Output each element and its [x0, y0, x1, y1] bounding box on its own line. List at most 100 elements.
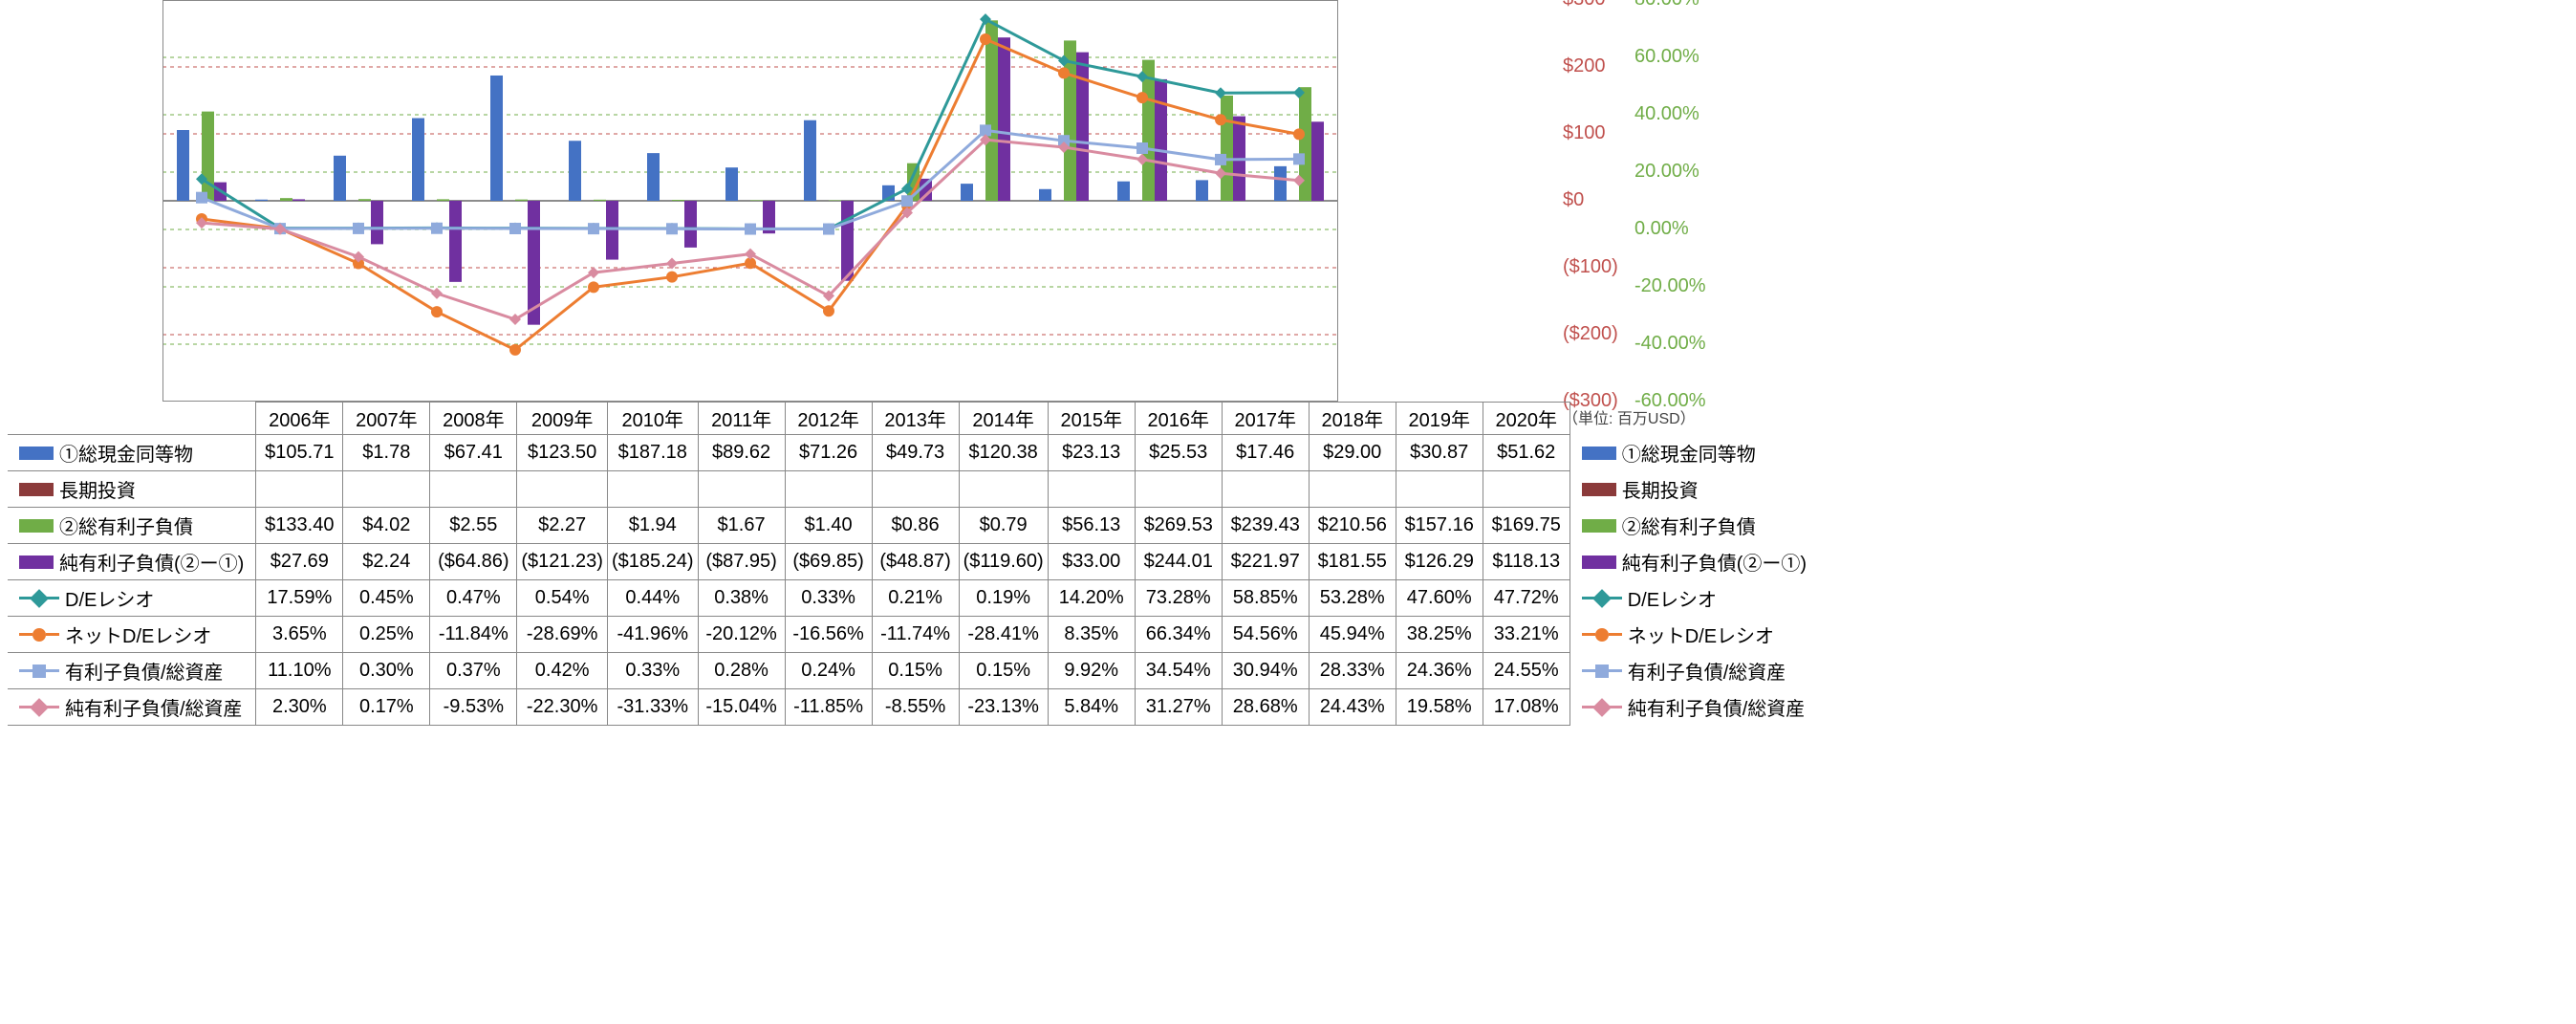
row-label-left: 有利子負債/総資産 [8, 653, 256, 689]
data-cell: 34.54% [1135, 653, 1222, 689]
secondary-axis-tick: 40.00% [1634, 103, 1699, 125]
data-cell: 0.38% [698, 580, 785, 617]
data-cell: 31.27% [1135, 689, 1222, 726]
data-cell [698, 471, 785, 508]
row-label-left: D/Eレシオ [8, 580, 256, 617]
table-row: ネットD/Eレシオ3.65%0.25%-11.84%-28.69%-41.96%… [8, 617, 1818, 653]
data-cell: 17.59% [256, 580, 343, 617]
data-cell: ($121.23) [517, 544, 608, 580]
data-cell: 0.33% [607, 653, 698, 689]
row-label-right: ②総有利子負債 [1569, 508, 1818, 544]
data-cell: 0.24% [785, 653, 872, 689]
row-label-right: 有利子負債/総資産 [1569, 653, 1818, 689]
year-header: 2014年 [959, 403, 1048, 435]
data-cell: -11.74% [872, 617, 959, 653]
row-label-right: 長期投資 [1569, 471, 1818, 508]
year-header: 2013年 [872, 403, 959, 435]
data-cell [256, 471, 343, 508]
year-header: 2015年 [1048, 403, 1135, 435]
table-row: D/Eレシオ17.59%0.45%0.47%0.54%0.44%0.38%0.3… [8, 580, 1818, 617]
secondary-axis-tick: 20.00% [1634, 161, 1699, 183]
data-cell: 0.47% [430, 580, 517, 617]
data-cell: $2.24 [343, 544, 430, 580]
data-cell [959, 471, 1048, 508]
data-cell: $56.13 [1048, 508, 1135, 544]
data-cell: -16.56% [785, 617, 872, 653]
row-label-left: 純有利子負債(②ー①) [8, 544, 256, 580]
year-header: 2007年 [343, 403, 430, 435]
data-cell: 0.15% [872, 653, 959, 689]
data-cell: $89.62 [698, 435, 785, 471]
data-cell: $1.94 [607, 508, 698, 544]
chart-wrapper: $300$200$100$0($100)($200)($300) 80.00%6… [0, 0, 2576, 1024]
data-cell [1309, 471, 1396, 508]
data-cell: 0.42% [517, 653, 608, 689]
data-cell: $105.71 [256, 435, 343, 471]
data-cell: $2.55 [430, 508, 517, 544]
data-cell: 0.21% [872, 580, 959, 617]
data-cell: $239.43 [1222, 508, 1309, 544]
data-cell: $23.13 [1048, 435, 1135, 471]
data-cell: -28.69% [517, 617, 608, 653]
data-cell: $51.62 [1483, 435, 1569, 471]
data-cell: $244.01 [1135, 544, 1222, 580]
data-cell: 19.58% [1396, 689, 1483, 726]
table-row: ②総有利子負債$133.40$4.02$2.55$2.27$1.94$1.67$… [8, 508, 1818, 544]
primary-axis-tick: $300 [1563, 0, 1606, 11]
data-cell: $71.26 [785, 435, 872, 471]
data-cell: 53.28% [1309, 580, 1396, 617]
data-cell: 24.43% [1309, 689, 1396, 726]
data-cell: -23.13% [959, 689, 1048, 726]
data-cell: $49.73 [872, 435, 959, 471]
data-cell: 3.65% [256, 617, 343, 653]
data-cell: $33.00 [1048, 544, 1135, 580]
data-cell: 0.45% [343, 580, 430, 617]
year-header: 2017年 [1222, 403, 1309, 435]
data-cell [1048, 471, 1135, 508]
year-header: 2019年 [1396, 403, 1483, 435]
year-header: 2008年 [430, 403, 517, 435]
data-cell [607, 471, 698, 508]
row-label-left: ①総現金同等物 [8, 435, 256, 471]
combo-chart [162, 0, 1338, 402]
data-cell: $17.46 [1222, 435, 1309, 471]
data-cell: -31.33% [607, 689, 698, 726]
secondary-axis-tick: -20.00% [1634, 275, 1706, 297]
data-cell: $1.67 [698, 508, 785, 544]
data-cell: 0.33% [785, 580, 872, 617]
data-cell [1483, 471, 1569, 508]
data-cell: 0.17% [343, 689, 430, 726]
data-cell: 66.34% [1135, 617, 1222, 653]
year-header: 2012年 [785, 403, 872, 435]
data-cell: $2.27 [517, 508, 608, 544]
table-row: 長期投資長期投資 [8, 471, 1818, 508]
primary-axis-tick: $100 [1563, 122, 1606, 144]
primary-axis-tick: ($200) [1563, 323, 1618, 345]
table-row: 純有利子負債/総資産2.30%0.17%-9.53%-22.30%-31.33%… [8, 689, 1818, 726]
data-cell: -15.04% [698, 689, 785, 726]
secondary-axis-tick: 0.00% [1634, 218, 1689, 240]
data-cell: 38.25% [1396, 617, 1483, 653]
data-cell: 45.94% [1309, 617, 1396, 653]
row-label-right: 純有利子負債(②ー①) [1569, 544, 1818, 580]
row-label-right: ①総現金同等物 [1569, 435, 1818, 471]
data-cell: ($87.95) [698, 544, 785, 580]
data-cell: $1.78 [343, 435, 430, 471]
data-cell: $120.38 [959, 435, 1048, 471]
data-cell: 0.15% [959, 653, 1048, 689]
data-cell: $67.41 [430, 435, 517, 471]
data-cell [1222, 471, 1309, 508]
secondary-axis-tick: 60.00% [1634, 46, 1699, 68]
data-cell: $118.13 [1483, 544, 1569, 580]
data-cell: 11.10% [256, 653, 343, 689]
data-cell: 58.85% [1222, 580, 1309, 617]
data-cell: $27.69 [256, 544, 343, 580]
year-header: 2009年 [517, 403, 608, 435]
data-cell: -8.55% [872, 689, 959, 726]
table-row: 有利子負債/総資産11.10%0.30%0.37%0.42%0.33%0.28%… [8, 653, 1818, 689]
data-cell [872, 471, 959, 508]
data-cell: 0.25% [343, 617, 430, 653]
data-cell: $1.40 [785, 508, 872, 544]
data-cell [1396, 471, 1483, 508]
data-cell: 9.92% [1048, 653, 1135, 689]
